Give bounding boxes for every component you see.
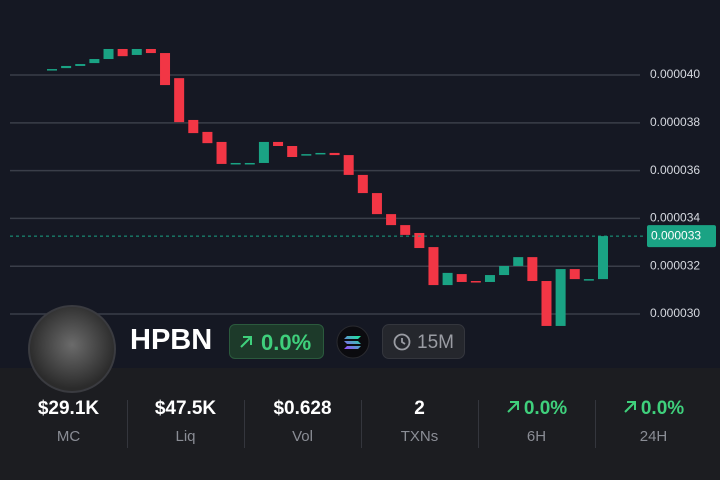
candle-body [329,152,340,156]
candle-body [89,59,100,64]
candle-body [428,247,439,286]
divider [595,400,596,448]
stat-label: TXNs [400,428,439,445]
interval-label: 15M [417,332,454,353]
candle-body [315,152,326,155]
candle-body [61,65,72,69]
candle-body [527,257,538,282]
stat-label: Liq [175,428,196,445]
arrow-icon [624,401,636,413]
candle-body [371,193,382,215]
stat-label: Vol [292,428,313,445]
candle-body [598,236,608,280]
y-tick-label: 0.000032 [650,258,700,272]
stat: 0.0% 24H [595,398,712,445]
stat: $29.1K MC [10,398,127,445]
token-symbol: HPBN [130,324,213,356]
candle-body [569,269,580,280]
stat-label: 24H [639,428,668,445]
change-badge: 0.0% [229,324,324,359]
candle-body [230,162,241,165]
candle-body [484,275,495,282]
stat-value-text: $29.1K [37,398,100,419]
stat: 2 TXNs [361,398,478,445]
token-avatar [28,305,116,393]
stat-value: 0.0% [595,398,712,420]
candle-body [470,281,481,283]
stat-label: MC [56,428,81,445]
candle-body [145,48,156,54]
candle-body [541,281,552,326]
candle-body [131,48,142,55]
stat-value: $47.5K [127,398,244,420]
divider [244,400,245,448]
stat-value: 2 [361,398,478,420]
candle-body [202,131,213,144]
stat-value: $0.628 [244,398,361,420]
stat: $0.628 Vol [244,398,361,445]
stat-value-text: 0.0% [640,398,685,419]
candle-body [103,48,114,60]
candle-body [499,265,510,276]
candle-body [343,155,354,175]
change-value: 0.0% [261,330,312,355]
clock-icon [393,333,411,351]
candle-body [357,174,368,194]
candle-body [244,162,255,165]
candle-body [75,64,86,66]
stat: $47.5K Liq [127,398,244,445]
interval-pill[interactable]: 15M [382,324,465,359]
y-tick-label: 0.000030 [650,306,700,320]
divider [478,400,479,448]
divider [361,400,362,448]
stat-value-text: 0.0% [523,398,568,419]
candle-body [174,78,185,123]
candle-body [386,214,397,226]
last-price-label: 0.000033 [651,228,701,242]
candle-body [287,146,298,157]
y-tick-label: 0.000036 [650,163,700,177]
candle-body [273,141,284,147]
candle-body [188,119,199,134]
last-price-box [647,225,716,248]
candle-body [47,69,57,71]
y-tick-label: 0.000040 [650,67,700,81]
stat-value: $29.1K [10,398,127,420]
stat-value: 0.0% [478,398,595,420]
candle-body [456,274,467,282]
candle-body [160,53,171,86]
solana-icon [336,325,370,359]
candle-body [513,257,524,266]
stats-panel: $29.1K MC $47.5K Liq $0.628 Vol 2 TXNs 0.0% 6H 0.0… [0,368,720,480]
stat-value-text: 2 [414,398,425,419]
y-tick-label: 0.000034 [650,211,700,225]
y-tick-label: 0.000038 [650,115,700,129]
divider [127,400,128,448]
candle-body [258,141,269,163]
stat: 0.0% 6H [478,398,595,445]
stat-label: 6H [526,428,547,445]
stat-value-text: $47.5K [154,398,217,419]
candle-body [583,279,594,281]
arrow-icon [507,401,519,413]
candle-body [414,232,425,249]
candle-body [555,269,566,326]
chart: 0.000030 0.000032 0.000034 0.000036 0.000038… [10,48,716,326]
candle-body [216,141,227,164]
arrow-icon [240,336,252,348]
candle-body [442,272,453,286]
candle-body [400,225,411,235]
candle-body [117,48,128,57]
stat-value-text: $0.628 [273,398,332,419]
candle-body [301,154,312,156]
